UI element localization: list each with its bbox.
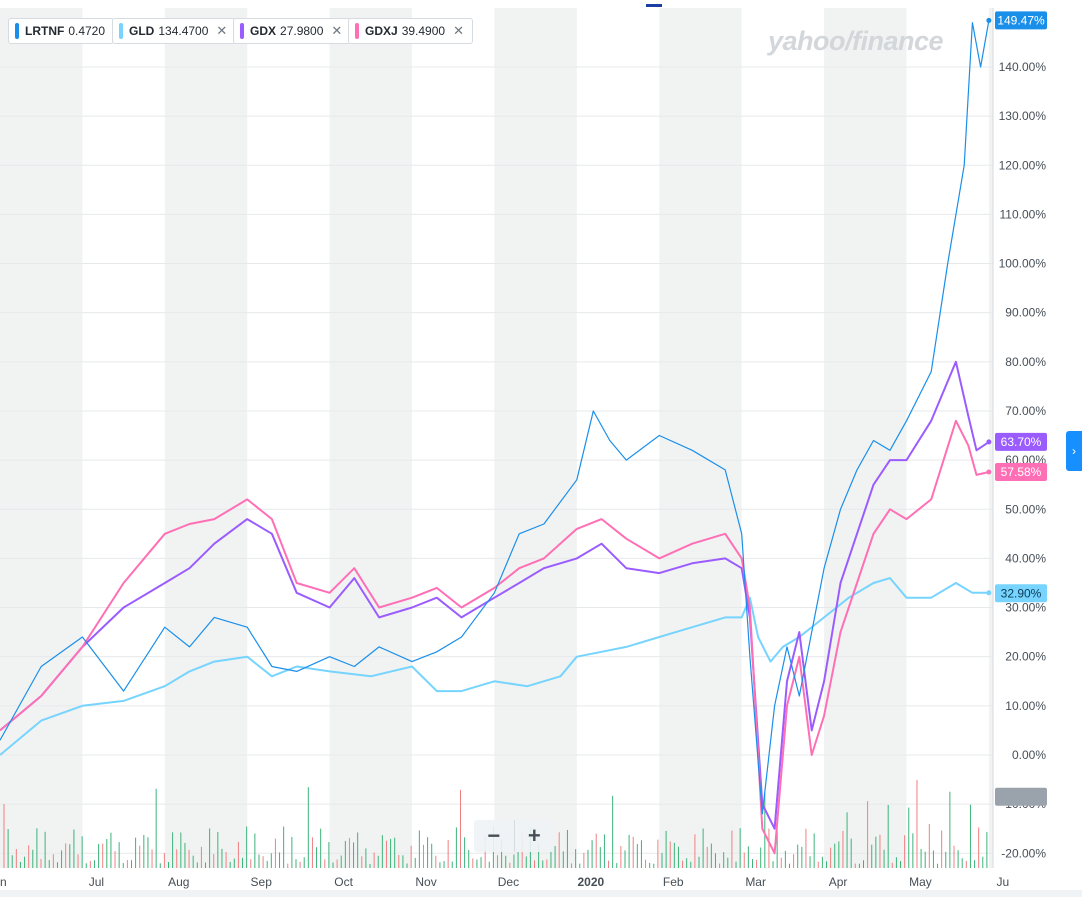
remove-gdxj-icon[interactable]: ✕ <box>453 23 464 38</box>
legend-swatch-gdxj <box>355 23 359 39</box>
legend-chip-lrtnf[interactable]: LRTNF 0.4720 <box>8 18 115 44</box>
end-label-box-lrtnf <box>995 11 1047 30</box>
x-tick-label: Ju <box>997 875 1010 889</box>
end-label-box-gdxj <box>995 463 1047 482</box>
legend-price: 0.4720 <box>68 24 106 38</box>
remove-gld-icon[interactable]: ✕ <box>216 23 228 38</box>
x-tick-label: un <box>0 875 7 889</box>
y-tick-label: 80.00% <box>1005 355 1046 369</box>
y-tick-label: 30.00% <box>1005 601 1046 615</box>
legend-price: 27.9800 <box>280 24 324 38</box>
month-band <box>164 8 248 868</box>
month-band <box>988 8 993 868</box>
legend-chip-gld[interactable]: GLD 134.4700 ✕ <box>112 18 237 44</box>
y-tick-label: 130.00% <box>999 109 1047 123</box>
end-label-gld: 32.90% <box>1001 586 1042 600</box>
legend-price: 39.4900 <box>401 24 446 38</box>
legend-symbol: LRTNF <box>25 24 65 38</box>
y-tick-label: 40.00% <box>1005 551 1046 565</box>
month-band <box>329 8 413 868</box>
zoom-controls: − + <box>474 820 554 852</box>
y-tick-label: 50.00% <box>1005 502 1046 516</box>
y-tick-label: 110.00% <box>1000 207 1047 221</box>
x-tick-label: Jul <box>89 875 104 889</box>
zoom-out-button[interactable]: − <box>487 823 501 848</box>
x-tick-label: 2020 <box>577 875 604 889</box>
y-tick-label: 120.00% <box>999 158 1047 172</box>
end-label-gdx: 63.70% <box>1001 435 1042 449</box>
month-band <box>824 8 907 868</box>
y-tick-label: 140.00% <box>999 60 1047 74</box>
y-tick-label: 10.00% <box>1005 699 1046 713</box>
legend-swatch-lrtnf <box>15 23 19 39</box>
y-tick-label: 90.00% <box>1005 306 1046 320</box>
end-point-gld <box>986 590 992 596</box>
legend-symbol: GDXJ <box>365 24 398 38</box>
legend-chip-gdxj[interactable]: GDXJ 39.4900 ✕ <box>348 18 473 44</box>
yahoo-finance-logo: yahoo/finance <box>768 26 944 56</box>
x-tick-label: Apr <box>829 875 848 889</box>
legend-symbol: GLD <box>129 24 155 38</box>
x-tick-label: Sep <box>251 875 273 889</box>
legend-chip-gdx[interactable]: GDX 27.9800 ✕ <box>233 18 352 44</box>
end-label-lrtnf: 149.47% <box>997 13 1045 27</box>
expand-panel-button[interactable]: › <box>1066 431 1082 471</box>
month-band <box>659 8 742 868</box>
x-tick-label: Oct <box>334 875 353 889</box>
legend-swatch-gdx <box>240 23 244 39</box>
x-tick-label: Mar <box>745 875 766 889</box>
end-point-gdx <box>986 439 992 445</box>
y-tick-label: -20.00% <box>1001 846 1046 860</box>
month-band <box>494 8 577 868</box>
series-line-gdx <box>0 360 990 830</box>
y-tick-label: 0.00% <box>1012 748 1046 762</box>
end-label-box-gld <box>995 584 1047 603</box>
end-point-gdxj <box>986 469 992 475</box>
volume-badge <box>995 787 1047 806</box>
x-tick-label: Nov <box>415 875 436 889</box>
end-label-box-gdx <box>995 432 1047 451</box>
x-tick-label: May <box>909 875 932 889</box>
series-line-gld <box>0 577 989 756</box>
x-tick-label: Feb <box>663 875 684 889</box>
y-tick-label: 70.00% <box>1005 404 1046 418</box>
bottom-strip <box>0 890 1082 897</box>
series-line-gdxj <box>0 419 990 855</box>
legend-price: 134.4700 <box>158 24 209 38</box>
legend-swatch-gld <box>119 23 123 39</box>
y-tick-label: 100.00% <box>999 257 1047 271</box>
remove-gdx-icon[interactable]: ✕ <box>331 23 343 38</box>
end-point-lrtnf <box>986 17 992 23</box>
x-tick-label: Aug <box>168 875 189 889</box>
x-tick-label: Dec <box>498 875 519 889</box>
end-label-gdxj: 57.58% <box>1001 465 1042 479</box>
month-band <box>0 8 83 868</box>
series-line-lrtnf <box>0 20 990 815</box>
zoom-in-button[interactable]: + <box>513 820 555 852</box>
range-marker <box>646 4 662 7</box>
legend-symbol: GDX <box>250 24 277 38</box>
y-tick-label: 20.00% <box>1005 650 1046 664</box>
